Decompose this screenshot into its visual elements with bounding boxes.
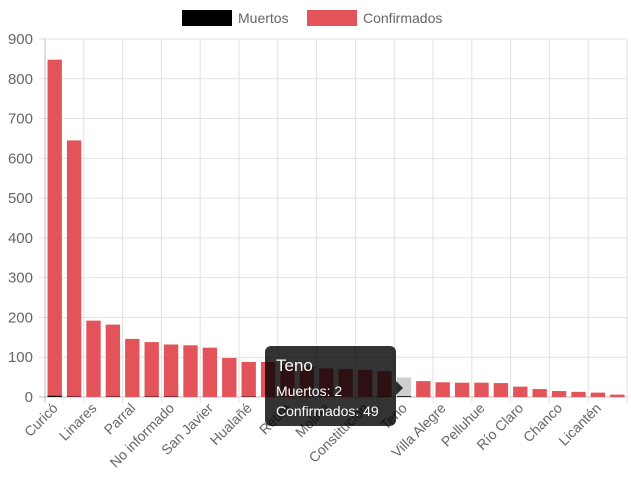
bar-confirmados[interactable]: [241, 361, 256, 397]
chart-grid: [39, 38, 628, 403]
bar-confirmados[interactable]: [222, 358, 237, 397]
bar-confirmados[interactable]: [590, 392, 606, 397]
x-tick-label: Linares: [56, 400, 100, 444]
y-tick-label: 700: [8, 111, 33, 128]
bar-confirmados[interactable]: [202, 347, 218, 397]
bars[interactable]: [47, 59, 625, 397]
bar-confirmados[interactable]: [416, 381, 431, 397]
legend-label-muertos: Muertos: [238, 10, 289, 26]
bar-confirmados[interactable]: [183, 345, 198, 397]
bar-confirmados[interactable]: [163, 344, 179, 397]
legend-item-confirmados[interactable]: Confirmados: [307, 10, 442, 26]
bar-confirmados[interactable]: [454, 382, 470, 397]
tooltip-line-muertos: Muertos: 2: [276, 383, 342, 399]
y-tick-label: 600: [8, 150, 33, 167]
y-axis: 0 100 200 300 400 500 600 700 800 900: [8, 31, 33, 406]
tooltip-title: Teno: [276, 356, 313, 375]
bar-confirmados[interactable]: [551, 391, 567, 397]
bar-confirmados[interactable]: [571, 391, 586, 397]
y-tick-label: 800: [8, 71, 33, 88]
legend-swatch-confirmados: [307, 10, 357, 26]
y-tick-label: 300: [8, 270, 33, 287]
x-tick-label: Hualañé: [207, 400, 255, 448]
bar-muertos[interactable]: [47, 395, 62, 397]
bar-confirmados[interactable]: [86, 320, 101, 397]
bar-confirmados[interactable]: [474, 382, 489, 397]
bar-confirmados[interactable]: [610, 394, 625, 397]
bar-confirmados[interactable]: [144, 342, 159, 397]
bar-confirmados[interactable]: [513, 386, 528, 397]
y-tick-label: 500: [8, 190, 33, 207]
legend[interactable]: Muertos Confirmados: [182, 10, 442, 26]
y-tick-label: 400: [8, 230, 33, 247]
y-tick-label: 900: [8, 31, 33, 48]
bar-confirmados[interactable]: [435, 382, 450, 397]
legend-item-muertos[interactable]: Muertos: [182, 10, 289, 26]
legend-swatch-muertos: [182, 10, 232, 26]
bar-confirmados[interactable]: [125, 338, 140, 397]
bar-confirmados[interactable]: [493, 383, 509, 397]
tooltip-box: [265, 346, 396, 426]
legend-label-confirmados: Confirmados: [363, 10, 442, 26]
bar-confirmados[interactable]: [105, 324, 121, 397]
y-tick-label: 100: [8, 349, 33, 366]
x-tick-label: Licantén: [555, 400, 604, 449]
bar-confirmados[interactable]: [47, 59, 62, 397]
y-tick-label: 0: [25, 389, 33, 406]
bar-muertos[interactable]: [396, 396, 412, 397]
tooltip-line-confirmados: Confirmados: 49: [276, 403, 379, 419]
tooltip: Teno Muertos: 2 Confirmados: 49: [265, 346, 403, 426]
bar-confirmados[interactable]: [396, 377, 412, 397]
y-tick-label: 200: [8, 309, 33, 326]
tooltip-caret: [396, 381, 403, 395]
bar-confirmados[interactable]: [532, 389, 547, 397]
bar-confirmados[interactable]: [66, 140, 82, 397]
